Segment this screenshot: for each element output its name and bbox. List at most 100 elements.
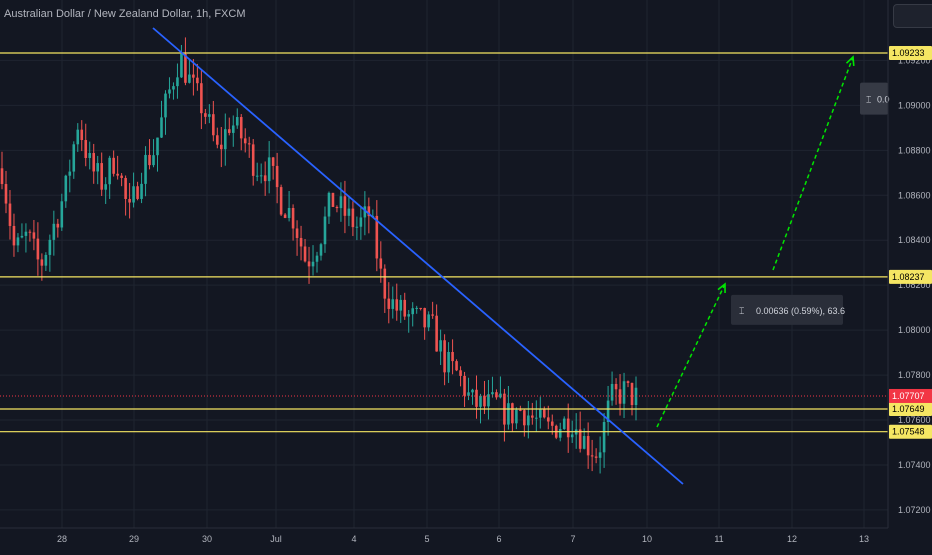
candle-body [267, 157, 271, 182]
toolbar-button[interactable] [893, 4, 932, 28]
candle-body [499, 393, 502, 398]
candle-body [375, 215, 379, 259]
candle-body [36, 238, 40, 260]
candle-body [84, 140, 88, 158]
candle-body [168, 89, 171, 94]
candle-body [307, 261, 311, 267]
candle-body [546, 417, 550, 422]
candle-body [287, 207, 291, 218]
candle-body [184, 53, 187, 83]
candle-body [463, 375, 466, 396]
candle-body [275, 165, 279, 188]
projection-arrow-1 [656, 283, 726, 428]
candle-body [44, 254, 48, 266]
candle-body [144, 154, 147, 184]
candle-body [614, 383, 618, 390]
candle-body [383, 268, 387, 299]
candle-body [431, 314, 434, 316]
candle-body [443, 340, 446, 373]
candle-body [331, 192, 335, 207]
measure-icon: ⌶ [866, 95, 871, 105]
price-tick: 1.08000 [898, 325, 931, 335]
candle-body [24, 231, 28, 236]
time-tick: 13 [859, 534, 869, 544]
candle-body [519, 409, 522, 411]
candle-body [148, 154, 151, 166]
measure-icon: ⌶ [739, 306, 744, 316]
candle-body [403, 299, 407, 317]
candle-body [395, 299, 399, 311]
candle-body [132, 186, 135, 203]
candle-body [626, 381, 630, 383]
candle-body [223, 129, 227, 150]
candle-body [550, 421, 554, 426]
candle-body [104, 184, 107, 190]
candle-body [455, 361, 458, 371]
candle-body [343, 196, 347, 216]
level-price-badge [889, 402, 932, 417]
candle-body [76, 129, 80, 145]
time-tick: 11 [714, 534, 723, 544]
projection-arrow-2 [772, 56, 854, 271]
candle-body [180, 53, 183, 78]
candle-body [120, 175, 123, 178]
candle-body [539, 409, 542, 418]
candle-body [176, 77, 179, 87]
level-price-badge [889, 424, 932, 439]
last-price-badge [889, 388, 932, 403]
candle-body [80, 129, 84, 141]
candle-body [247, 143, 251, 145]
candle-body [594, 456, 598, 458]
overlays: ⌶ 0.00636 (0.59%), 63.6 ⌶ 0.0 [0, 27, 890, 485]
candle-body [140, 183, 143, 199]
price-tick: 1.07800 [898, 370, 931, 380]
candle-body [299, 237, 303, 247]
candle-body [467, 392, 470, 396]
candle-body [28, 231, 32, 233]
projection-arrow-2-head [845, 55, 855, 67]
level-price-badge [889, 46, 932, 60]
candle-body [483, 395, 486, 407]
candle-body [566, 418, 570, 438]
candle-body [32, 232, 36, 239]
last-price-label: 1.07707 [892, 391, 925, 401]
candle-body [164, 93, 167, 118]
candle-body [610, 383, 614, 401]
candle-body [487, 394, 490, 407]
candle-body [92, 153, 96, 172]
candle-body [618, 389, 622, 404]
candle-body [172, 86, 175, 90]
candle-body [4, 184, 8, 204]
candle-body [212, 114, 215, 136]
candle-body [419, 307, 422, 309]
projection-arrow-1-head [717, 282, 726, 294]
candle-body [295, 228, 299, 238]
candle-body [339, 196, 343, 209]
candle-body [602, 422, 606, 453]
candle-body [48, 239, 52, 255]
candle-body [160, 117, 163, 138]
candle-body [20, 235, 24, 238]
candle-body [200, 83, 203, 114]
candle-body [562, 418, 566, 429]
candle-body [363, 206, 367, 218]
candle-body [527, 415, 530, 426]
time-tick: 30 [202, 534, 212, 544]
candle-body [128, 198, 131, 203]
candle-body [507, 403, 510, 425]
time-tick: 7 [570, 534, 575, 544]
candle-body [108, 157, 111, 185]
candle-body [535, 417, 538, 419]
candle-body [40, 259, 44, 266]
candle-body [531, 415, 534, 418]
candle-body [243, 138, 247, 144]
level-price-badge [889, 269, 932, 284]
candle-body [64, 175, 68, 202]
candle-body [216, 135, 219, 145]
candle-body [72, 144, 76, 172]
level-price-label: 1.07649 [892, 404, 925, 414]
candle-body [542, 409, 546, 418]
time-tick: 10 [642, 534, 652, 544]
